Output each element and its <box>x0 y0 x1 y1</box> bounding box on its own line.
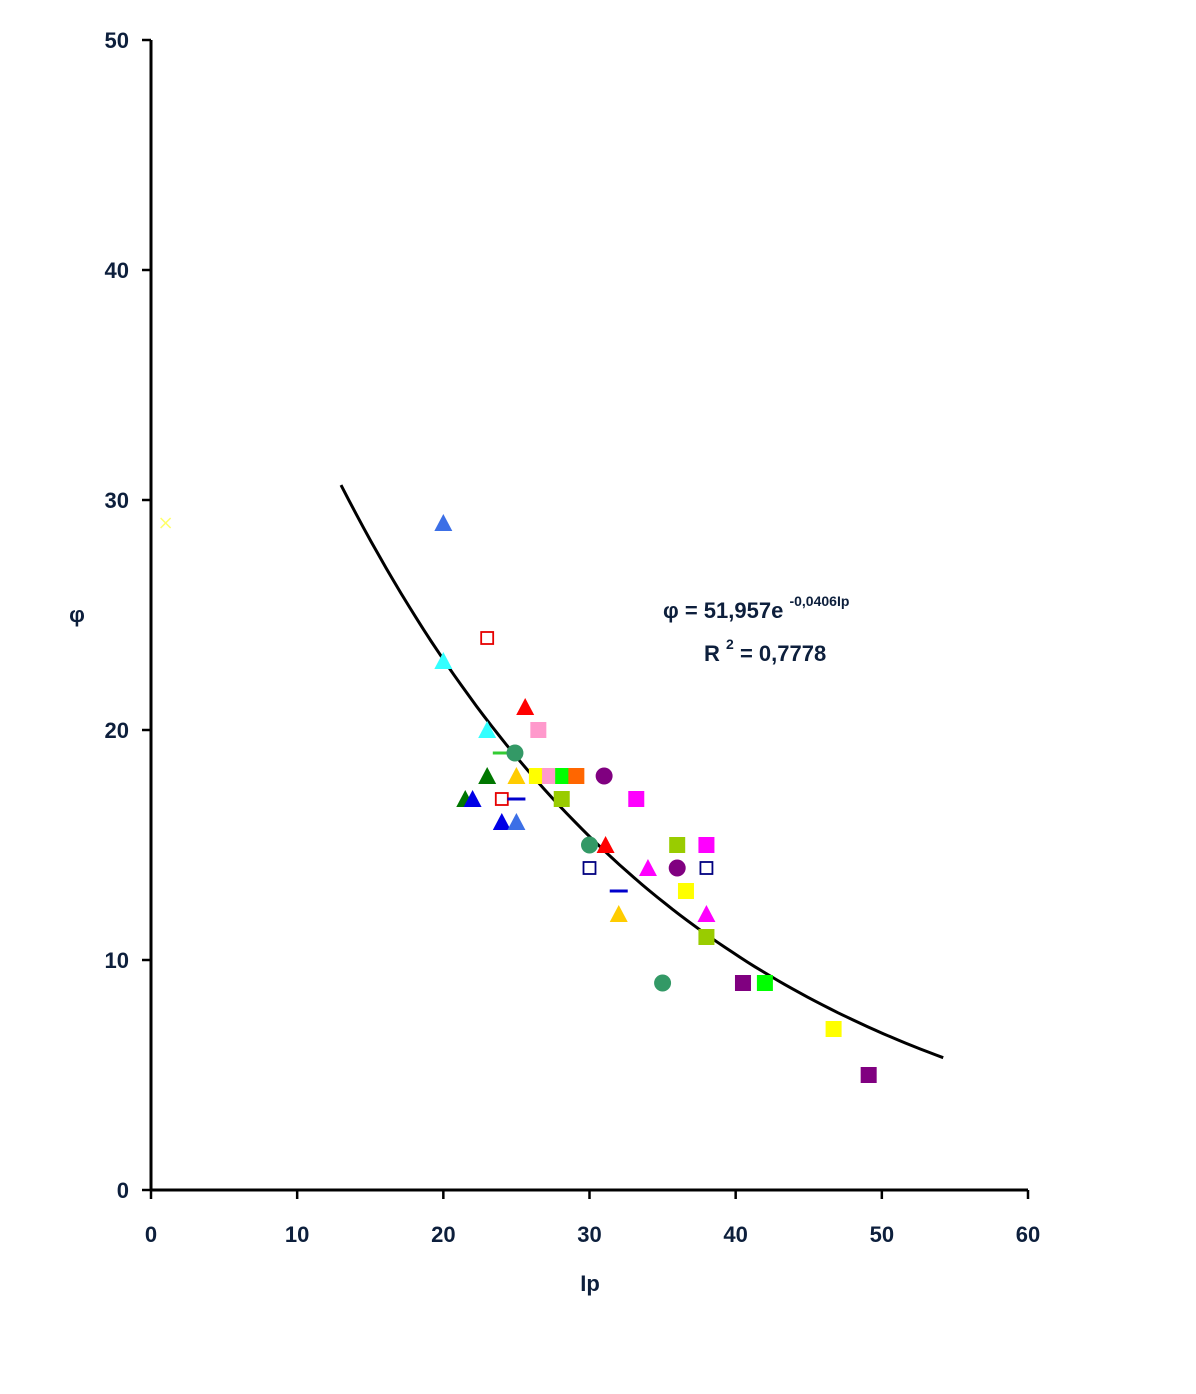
y-axis-title: φ <box>69 602 85 627</box>
y-tick-label: 30 <box>105 488 129 513</box>
plot-area: 0 10 20 30 40 50 60 0 10 20 30 40 50 <box>105 28 1041 1247</box>
data-point-circle <box>581 836 598 854</box>
data-point-triangle <box>492 813 511 830</box>
trendline <box>339 484 944 1060</box>
data-point-triangle <box>638 859 657 876</box>
data-point-square <box>734 975 751 991</box>
data-point-triangle <box>609 905 628 922</box>
y-tick-label: 50 <box>105 28 129 53</box>
data-point-square <box>698 929 715 945</box>
equation-exponent: -0,0406Ip <box>789 593 849 609</box>
data-point-triangle <box>434 652 453 669</box>
data-point-triangle <box>507 767 526 784</box>
x-tick-label: 30 <box>577 1222 601 1247</box>
trend-equation: φ = 51,957e -0,0406Ip <box>663 593 849 623</box>
data-point-cross <box>160 517 172 529</box>
data-point-square <box>756 975 773 991</box>
data-point-open-square <box>699 861 714 875</box>
data-point-square <box>542 768 559 784</box>
equation-main: φ = 51,957e <box>663 598 783 623</box>
data-point-square <box>530 722 547 738</box>
data-point-triangle <box>434 514 453 531</box>
data-point-triangle <box>596 836 615 853</box>
r2-prefix: R <box>704 641 720 666</box>
x-tick-label: 50 <box>870 1222 894 1247</box>
data-point-square <box>555 768 572 784</box>
x-axis-title: Ip <box>580 1271 600 1296</box>
data-point-circle <box>654 974 672 992</box>
data-point-triangle <box>697 905 716 922</box>
x-tick-label: 60 <box>1016 1222 1040 1247</box>
y-tick-label: 20 <box>105 718 129 743</box>
data-point-square <box>860 1067 877 1083</box>
cross-stroke <box>160 517 172 529</box>
data-point-square <box>669 837 686 853</box>
data-point-square <box>568 768 585 784</box>
data-point-triangle <box>516 698 535 715</box>
y-tick-label: 0 <box>117 1178 129 1203</box>
data-point-triangle <box>463 790 482 807</box>
data-point-square <box>528 768 545 784</box>
x-tick-label: 10 <box>285 1222 309 1247</box>
x-tick-label: 40 <box>723 1222 747 1247</box>
r2-value: = 0,7778 <box>740 641 826 666</box>
data-point-open-square <box>494 792 509 806</box>
data-point-square <box>825 1021 842 1037</box>
x-tick-label: 20 <box>431 1222 455 1247</box>
data-points <box>160 514 877 1083</box>
axis-ticks: 0 10 20 30 40 50 60 0 10 20 30 40 50 <box>105 28 1041 1247</box>
data-point-circle <box>506 744 524 762</box>
data-point-square <box>553 791 570 807</box>
y-tick-label: 40 <box>105 258 129 283</box>
data-point-square <box>698 837 715 853</box>
y-tick-label: 10 <box>105 948 129 973</box>
data-point-open-square <box>582 861 597 875</box>
r-squared: R 2 = 0,7778 <box>704 629 826 666</box>
data-point-triangle <box>507 813 526 830</box>
r2-superscript: 2 <box>726 636 734 652</box>
x-tick-label: 0 <box>145 1222 157 1247</box>
data-point-circle <box>668 859 686 877</box>
data-point-circle <box>595 767 613 785</box>
data-point-square <box>628 791 645 807</box>
data-point-open-square <box>480 631 495 645</box>
data-point-square <box>677 883 694 899</box>
data-point-triangle <box>478 767 497 784</box>
data-point-triangle <box>478 721 497 738</box>
